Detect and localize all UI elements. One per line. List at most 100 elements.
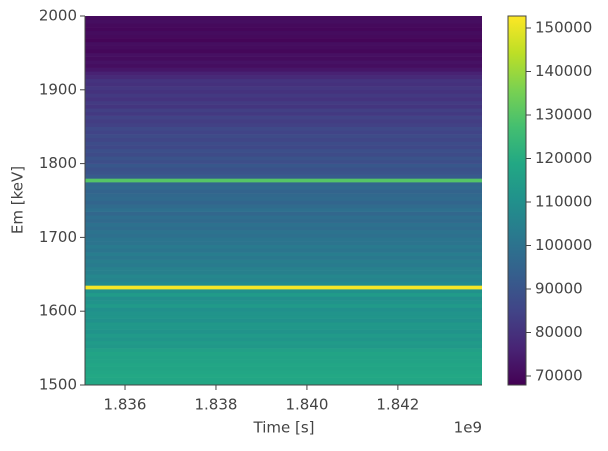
heat-row <box>85 130 482 135</box>
heat-row <box>85 307 482 312</box>
heat-row <box>85 366 482 371</box>
heat-row <box>85 86 482 91</box>
x-tick-label: 1.836 <box>104 396 147 414</box>
heat-row <box>85 263 482 268</box>
heat-row <box>85 230 482 235</box>
heat-row <box>85 226 482 231</box>
colorbar-tick-label: 120000 <box>535 149 592 167</box>
x-tick-label: 1.842 <box>376 396 419 414</box>
heat-row <box>85 370 482 375</box>
heat-row <box>85 233 482 238</box>
heat-row <box>85 333 482 338</box>
heat-row <box>85 296 482 301</box>
heat-row <box>85 237 482 242</box>
y-tick-label: 1500 <box>39 376 77 394</box>
x-tick-label: 1.840 <box>285 396 328 414</box>
heat-row <box>85 174 482 179</box>
heat-row <box>85 115 482 120</box>
heat-row <box>85 255 482 260</box>
heat-row <box>85 211 482 216</box>
heat-row <box>85 193 482 198</box>
heat-row <box>85 71 482 76</box>
heat-row <box>85 104 482 109</box>
x-axis-label: Time [s] <box>253 419 315 437</box>
heat-row <box>85 134 482 139</box>
heat-row <box>85 274 482 279</box>
y-tick-label: 1600 <box>39 302 77 320</box>
heat-row <box>85 27 482 32</box>
y-tick-label: 1800 <box>39 154 77 172</box>
heat-row <box>85 266 482 271</box>
heat-row <box>85 285 482 290</box>
heat-row <box>85 359 482 364</box>
y-tick-label: 2000 <box>39 7 77 25</box>
heat-row <box>85 337 482 342</box>
heat-row <box>85 89 482 94</box>
heat-row <box>85 41 482 46</box>
heat-row <box>85 63 482 68</box>
heat-row <box>85 196 482 201</box>
heat-row <box>85 204 482 209</box>
heat-row <box>85 45 482 50</box>
heat-row <box>85 300 482 305</box>
heat-row <box>85 270 482 275</box>
heat-row <box>85 207 482 212</box>
heat-row <box>85 100 482 105</box>
heat-row <box>85 97 482 102</box>
y-axis-label: Em [keV] <box>9 166 27 234</box>
heat-row <box>85 355 482 360</box>
heat-row <box>85 289 482 294</box>
heat-row <box>85 82 482 87</box>
heat-row <box>85 277 482 282</box>
heat-row <box>85 137 482 142</box>
heat-row <box>85 60 482 65</box>
heat-row <box>85 38 482 43</box>
heat-row <box>85 340 482 345</box>
heat-row <box>85 182 482 187</box>
heat-row <box>85 152 482 157</box>
heat-row <box>85 19 482 24</box>
heat-row <box>85 241 482 246</box>
heat-row <box>85 167 482 172</box>
heat-row <box>85 344 482 349</box>
heat-row <box>85 303 482 308</box>
heat-row <box>85 163 482 168</box>
y-tick-label: 1700 <box>39 228 77 246</box>
colorbar-tick-label: 100000 <box>535 236 592 254</box>
heat-row <box>85 314 482 319</box>
heat-row <box>85 259 482 264</box>
heat-row <box>85 49 482 54</box>
heat-row <box>85 123 482 127</box>
colorbar-tick-label: 110000 <box>535 193 592 211</box>
heat-row <box>85 16 482 20</box>
heat-row <box>85 52 482 57</box>
heat-row <box>85 322 482 327</box>
heat-row <box>85 189 482 194</box>
heat-row <box>85 145 482 150</box>
heat-row <box>85 215 482 220</box>
heat-row <box>85 67 482 72</box>
colorbar-tick-label: 80000 <box>535 323 583 341</box>
colorbar-tick-label: 140000 <box>535 62 592 80</box>
colorbar-tick-label: 90000 <box>535 279 583 297</box>
heat-row <box>85 325 482 330</box>
x-tick-label: 1.838 <box>194 396 237 414</box>
colorbar-tick-label: 150000 <box>535 19 592 37</box>
colorbar-tick-label: 130000 <box>535 106 592 124</box>
heat-row <box>85 159 482 164</box>
heat-row <box>85 23 482 28</box>
heat-row <box>85 292 482 297</box>
heat-row <box>85 119 482 124</box>
heat-row <box>85 111 482 116</box>
heat-row <box>85 218 482 223</box>
heat-row <box>85 329 482 334</box>
heat-row <box>85 75 482 80</box>
heat-row <box>85 30 482 35</box>
heat-row <box>85 222 482 227</box>
heat-row <box>85 185 482 190</box>
heat-row <box>85 156 482 161</box>
heat-row <box>85 56 482 61</box>
heat-row <box>85 373 482 378</box>
heat-row <box>85 126 482 131</box>
